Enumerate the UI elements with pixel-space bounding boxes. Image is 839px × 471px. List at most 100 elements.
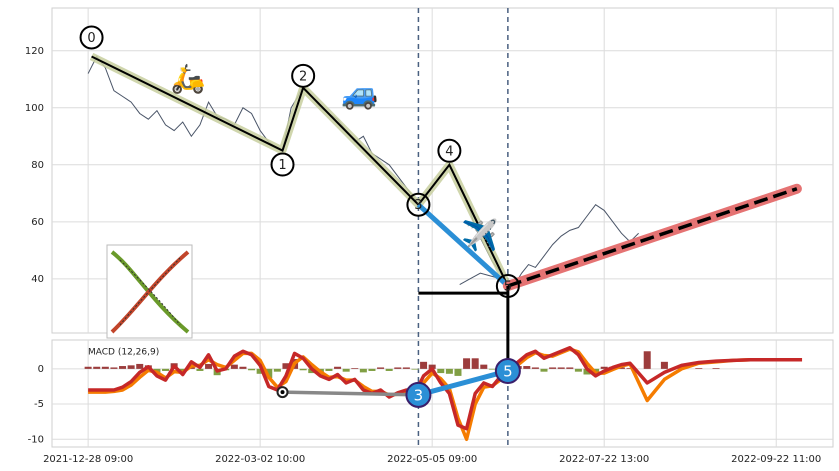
panel-title: MACD (12,26,9) [88, 348, 159, 358]
y-tick-label: 120 [25, 46, 44, 57]
y-tick-label: -10 [28, 434, 44, 445]
histogram-bar [471, 358, 479, 369]
histogram-bar [325, 368, 333, 371]
histogram-bar [230, 364, 238, 369]
histogram-bar [549, 367, 557, 369]
macd-impulse-line [417, 368, 509, 398]
projection-line [507, 187, 798, 288]
x-tick-label: 2022-03-02 10:00 [215, 454, 305, 465]
x-tick-label: 2022-07-22 13:00 [559, 454, 649, 465]
impulse-line [416, 202, 510, 288]
y-tick-label: 40 [31, 274, 44, 285]
histogram-bar [712, 368, 720, 369]
histogram-bar [523, 366, 531, 369]
macd-marker-label: 3 [414, 386, 424, 404]
histogram-bar [299, 368, 307, 371]
wave-marker [495, 273, 520, 298]
histogram-bar [265, 368, 273, 379]
histogram-bar [557, 367, 565, 369]
histogram-bar [351, 368, 359, 369]
y-tick-label: 80 [31, 160, 44, 171]
inset-image [106, 244, 193, 339]
histogram-bar [136, 363, 144, 369]
x-tick-label: 2022-05-05 09:00 [387, 454, 477, 465]
wave-marker [270, 152, 295, 177]
wave-label: 0 [87, 31, 95, 46]
y-tick-label: -5 [34, 399, 44, 410]
histogram-bar [359, 368, 367, 373]
histogram-bar [84, 366, 92, 369]
histogram-bar [566, 367, 574, 369]
wave-label: 2 [299, 69, 307, 84]
wave-label: 5 [504, 279, 512, 294]
histogram-bar [488, 368, 496, 370]
decorations: 🛵 🚙 ✈️ [106, 62, 499, 339]
histogram-bar [205, 363, 213, 369]
histogram-bar [162, 368, 170, 371]
histogram-bar [445, 368, 453, 374]
histogram-bar [454, 368, 462, 376]
histogram-bar [101, 366, 109, 369]
histogram-bar [617, 367, 625, 369]
histogram-bar [127, 365, 135, 369]
histogram-bar [334, 366, 342, 369]
histogram-bar [643, 351, 651, 369]
histogram-bar [660, 361, 668, 369]
histogram-bar [239, 366, 247, 369]
histogram-bar [93, 366, 101, 369]
histogram-bar [463, 358, 471, 369]
histogram-bar [695, 368, 703, 369]
histogram-bar [540, 368, 548, 372]
histogram-bar [411, 368, 419, 370]
x-tick-label: 2022-09-22 11:00 [731, 454, 821, 465]
histogram-bar [480, 364, 488, 369]
wave-label: 1 [278, 158, 286, 173]
car-icon: 🚙 [341, 77, 378, 112]
histogram-bar [428, 364, 436, 369]
y-tick-label: 60 [31, 217, 44, 228]
macd-marker-label: 5 [503, 362, 513, 380]
wave-label: 3 [414, 198, 422, 213]
histogram-bar [256, 368, 264, 374]
histogram-bar [437, 368, 445, 374]
price-line [87, 55, 639, 289]
histogram-bar [531, 367, 539, 369]
histogram-bar [385, 368, 393, 371]
histogram-bar [377, 367, 385, 369]
macd-panel [51, 339, 834, 448]
histogram-bar [179, 368, 187, 371]
histogram-bar [394, 367, 402, 369]
histogram-bar [600, 366, 608, 369]
wave-marker [406, 192, 431, 217]
histogram-bar [583, 368, 591, 375]
wave-marker [79, 25, 104, 50]
y-tick-label: 0 [38, 364, 44, 375]
histogram-bar [574, 368, 582, 372]
wave-line [91, 55, 509, 287]
macd-line [88, 345, 803, 431]
histogram-bar [368, 368, 376, 371]
macd-marker [405, 381, 432, 408]
histogram-bar [282, 363, 290, 369]
scooter-icon: 🛵 [171, 62, 206, 95]
wave-label: 4 [445, 144, 453, 159]
histogram-bar [592, 368, 600, 372]
histogram-bar [110, 367, 118, 369]
divergence-dot [280, 390, 285, 395]
plane-icon: ✈️ [461, 217, 498, 254]
histogram-bar [273, 368, 281, 372]
histogram-bar [420, 361, 428, 369]
histogram-bar [626, 368, 634, 369]
histogram-bar [119, 366, 127, 369]
wave-marker [437, 138, 462, 163]
divergence-line [282, 390, 419, 397]
y-tick-label: 100 [25, 103, 44, 114]
histogram-bar [248, 368, 256, 371]
wave-marker [291, 63, 316, 88]
histogram-bar [342, 368, 350, 372]
histogram-bar [196, 368, 204, 371]
x-tick-label: 2021-12-28 09:00 [43, 454, 133, 465]
macd-marker [494, 357, 521, 384]
histogram-bar [402, 367, 410, 369]
